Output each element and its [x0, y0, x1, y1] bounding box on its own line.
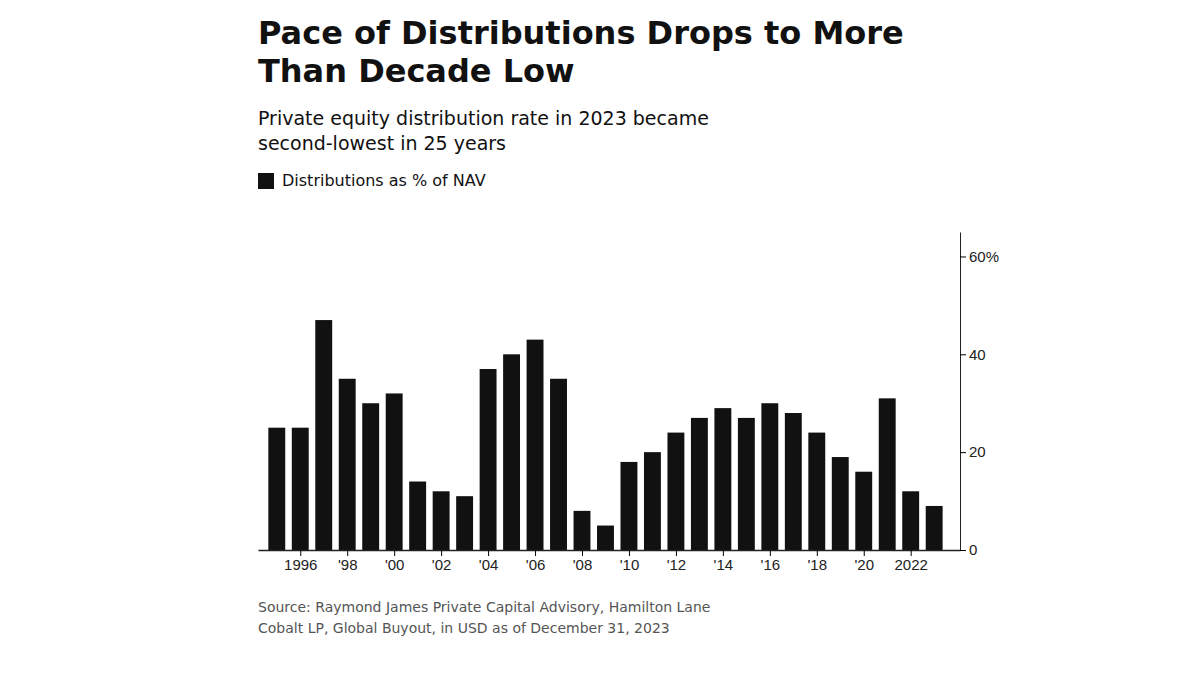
y-tick-mark [960, 550, 966, 551]
x-tick: '20 [854, 550, 874, 573]
x-axis: 1996 '98 '00 '02 '04 '06 '08 '10 '12 '14 '16 '18 '20… [259, 550, 961, 573]
bar [832, 457, 849, 550]
bar [926, 506, 943, 550]
y-axis-line [960, 233, 961, 551]
bar [691, 418, 708, 550]
x-tick-label: '06 [526, 556, 546, 573]
x-tick: '00 [385, 550, 405, 573]
bar [409, 482, 426, 550]
y-tick: 20 [960, 443, 986, 460]
x-tick: '06 [526, 550, 546, 573]
x-tick-label: '20 [854, 556, 874, 573]
subtitle-line: Private equity distribution rate in 2023… [258, 107, 709, 129]
subtitle: Private equity distribution rate in 2023… [258, 107, 709, 154]
x-axis-line [259, 550, 961, 552]
y-tick: 60% [960, 248, 999, 265]
title-line: Pace of Distributions Drops to More [258, 14, 904, 52]
bar [339, 379, 356, 550]
title-line: Than Decade Low [258, 52, 575, 90]
x-tick-label: '16 [761, 556, 781, 573]
x-tick-label: 1996 [284, 556, 317, 573]
bar [738, 418, 755, 550]
x-tick: '18 [808, 550, 828, 573]
title: Pace of Distributions Drops to MoreThan … [258, 14, 904, 90]
bar [808, 433, 825, 550]
bar [621, 462, 638, 550]
x-tick: '02 [432, 550, 452, 573]
x-tick: '10 [620, 550, 640, 573]
x-tick: '12 [667, 550, 687, 573]
x-tick-label: '14 [714, 556, 734, 573]
bar [480, 369, 497, 550]
bar [667, 433, 684, 550]
bar [879, 398, 896, 550]
legend-swatch [258, 173, 274, 189]
bar [785, 413, 802, 550]
x-tick-label: '98 [338, 556, 358, 573]
chart: Pace of Distributions Drops to MoreThan … [0, 0, 1200, 675]
x-tick: 1996 [284, 550, 317, 573]
bar [362, 403, 379, 550]
x-tick: '98 [338, 550, 358, 573]
x-tick-label: '04 [479, 556, 499, 573]
y-tick-mark [960, 452, 966, 453]
bar [644, 452, 661, 550]
subtitle-line: second-lowest in 25 years [258, 132, 506, 154]
source-line: Source: Raymond James Private Capital Ad… [258, 599, 710, 615]
x-tick-label: 2022 [895, 556, 928, 573]
x-tick: '16 [761, 550, 781, 573]
legend: Distributions as % of NAV [258, 171, 486, 190]
y-tick-label: 0 [969, 541, 977, 558]
bar [268, 428, 285, 550]
x-tick: '04 [479, 550, 499, 573]
y-tick: 40 [960, 346, 986, 363]
x-tick-label: '10 [620, 556, 640, 573]
x-tick: '08 [573, 550, 593, 573]
marks [268, 320, 942, 550]
bar [315, 320, 332, 550]
bar [433, 491, 450, 550]
y-tick-mark [960, 354, 966, 355]
bar [292, 428, 309, 550]
y-tick-label: 20 [969, 443, 986, 460]
bar [386, 393, 403, 550]
y-tick-label: 40 [969, 346, 986, 363]
x-tick-label: '00 [385, 556, 405, 573]
x-tick-label: '12 [667, 556, 687, 573]
bar [574, 511, 591, 550]
x-tick: '14 [714, 550, 734, 573]
bar [456, 496, 473, 550]
bar [527, 340, 544, 550]
source: Source: Raymond James Private Capital Ad… [258, 599, 710, 636]
x-tick-label: '02 [432, 556, 452, 573]
y-tick-label: 60% [969, 248, 999, 265]
bar [503, 354, 520, 550]
legend-label: Distributions as % of NAV [282, 171, 486, 190]
x-tick: 2022 [895, 550, 928, 573]
bar [714, 408, 731, 550]
x-tick-label: '08 [573, 556, 593, 573]
bar [550, 379, 567, 550]
x-tick-label: '18 [808, 556, 828, 573]
source-line: Cobalt LP, Global Buyout, in USD as of D… [258, 620, 670, 636]
bar [761, 403, 778, 550]
legend-item: Distributions as % of NAV [258, 171, 486, 190]
y-axis: 0 20 40 60% [960, 233, 999, 559]
bar [597, 526, 614, 550]
bar [902, 491, 919, 550]
y-tick: 0 [960, 541, 977, 558]
y-tick-mark [960, 256, 966, 257]
bar [855, 472, 872, 550]
